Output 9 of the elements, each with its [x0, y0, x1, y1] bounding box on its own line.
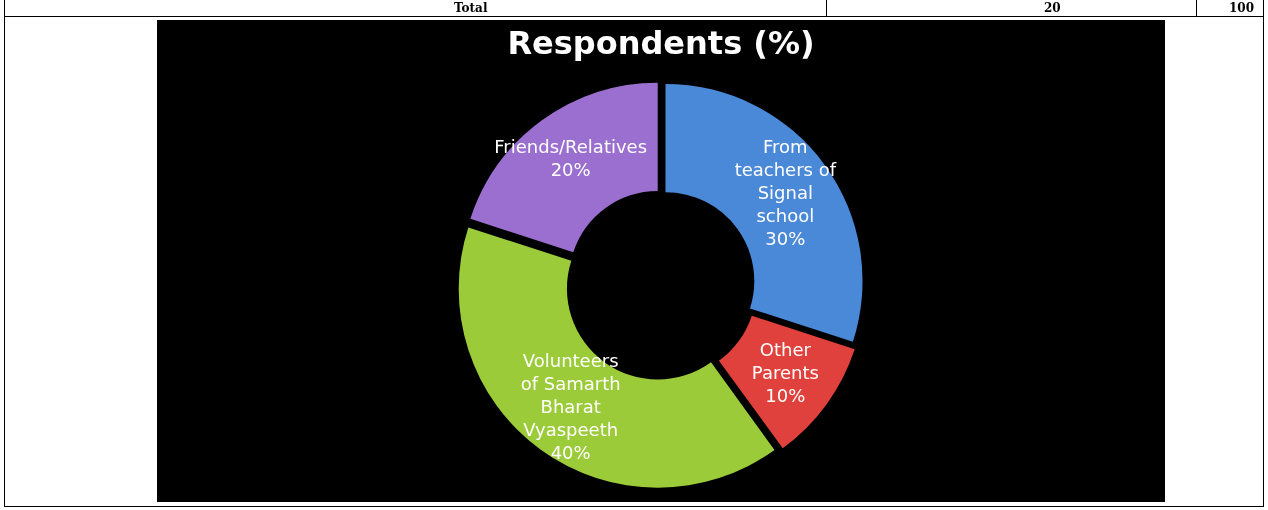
data-label: 40% [550, 442, 591, 464]
slice-label: Other Parents [751, 339, 819, 384]
text: Total [454, 1, 488, 15]
text: 100 [1229, 1, 1255, 15]
text: 20 [1044, 1, 1061, 15]
data-label: 10% [765, 385, 806, 407]
chart-title: Respondents (%) [507, 23, 815, 62]
data-label: 20% [550, 159, 591, 181]
data-label: 30% [765, 227, 806, 249]
